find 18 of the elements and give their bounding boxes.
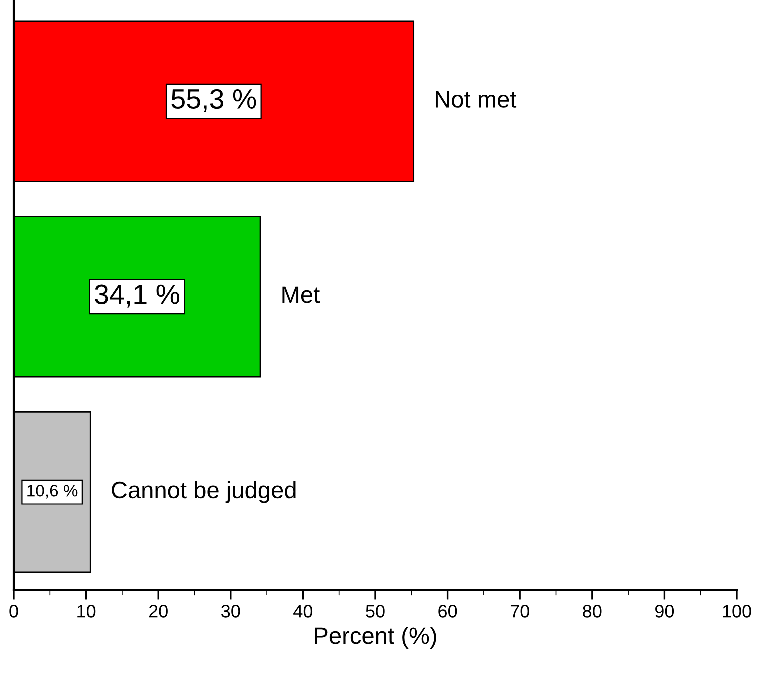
data-label: 10,6 % xyxy=(28,484,78,499)
data-label: 55,3 % xyxy=(172,89,256,112)
data-label: 34,1 % xyxy=(95,284,180,308)
x-tick-label: 100 xyxy=(723,605,752,618)
x-tick-label: 50 xyxy=(366,605,385,618)
x-tick-label: 10 xyxy=(78,605,96,618)
x-tick-label: 20 xyxy=(149,605,168,618)
x-tick-label: 30 xyxy=(222,605,240,618)
x-tick-label: 80 xyxy=(583,605,602,618)
x-tick-label: 60 xyxy=(438,605,458,618)
x-axis-title: Percent (%) xyxy=(315,626,436,649)
x-tick-label: 70 xyxy=(510,605,530,618)
x-tick-label: 40 xyxy=(294,605,313,618)
y-tick-label: Not met xyxy=(436,91,517,108)
y-tick-label: Met xyxy=(282,286,320,304)
x-tick-label: 90 xyxy=(656,605,674,618)
x-tick-label: 0 xyxy=(10,605,18,618)
y-tick-label: Cannot be judged xyxy=(112,481,296,504)
